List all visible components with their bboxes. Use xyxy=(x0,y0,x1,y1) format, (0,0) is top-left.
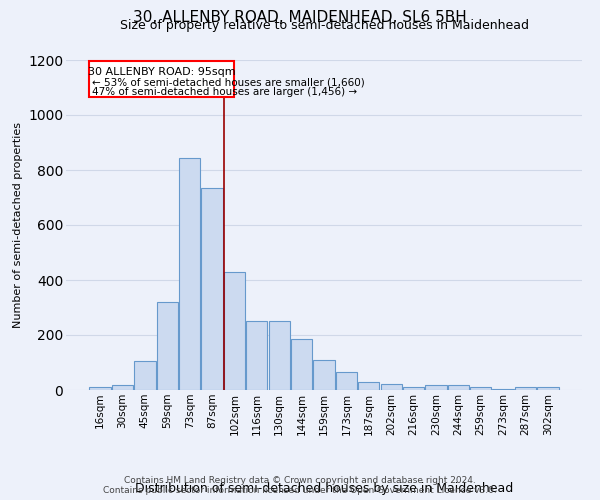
Text: 30 ALLENBY ROAD: 95sqm: 30 ALLENBY ROAD: 95sqm xyxy=(88,66,235,76)
Text: 30, ALLENBY ROAD, MAIDENHEAD, SL6 5BH: 30, ALLENBY ROAD, MAIDENHEAD, SL6 5BH xyxy=(133,10,467,25)
Text: Contains HM Land Registry data © Crown copyright and database right 2024.
Contai: Contains HM Land Registry data © Crown c… xyxy=(103,476,497,495)
Bar xyxy=(358,382,379,390)
Bar xyxy=(269,322,290,390)
Bar xyxy=(336,372,357,390)
Bar xyxy=(380,384,402,390)
Bar xyxy=(515,387,536,390)
Bar xyxy=(493,388,514,390)
Text: 47% of semi-detached houses are larger (1,456) →: 47% of semi-detached houses are larger (… xyxy=(92,87,357,97)
Bar xyxy=(246,322,268,390)
Bar xyxy=(89,62,234,97)
Text: ← 53% of semi-detached houses are smaller (1,660): ← 53% of semi-detached houses are smalle… xyxy=(92,78,364,88)
Bar xyxy=(134,361,155,390)
Title: Size of property relative to semi-detached houses in Maidenhead: Size of property relative to semi-detach… xyxy=(119,20,529,32)
Bar xyxy=(157,302,178,390)
Bar xyxy=(224,272,245,390)
Bar xyxy=(291,339,312,390)
Bar xyxy=(202,188,223,390)
Bar xyxy=(403,386,424,390)
Bar xyxy=(89,387,111,390)
Bar xyxy=(448,384,469,390)
Text: Distribution of semi-detached houses by size in Maidenhead: Distribution of semi-detached houses by … xyxy=(135,482,513,496)
Bar xyxy=(112,385,133,390)
Bar xyxy=(313,360,335,390)
Bar xyxy=(425,385,446,390)
Y-axis label: Number of semi-detached properties: Number of semi-detached properties xyxy=(13,122,23,328)
Bar xyxy=(470,386,491,390)
Bar xyxy=(537,387,559,390)
Bar xyxy=(179,158,200,390)
